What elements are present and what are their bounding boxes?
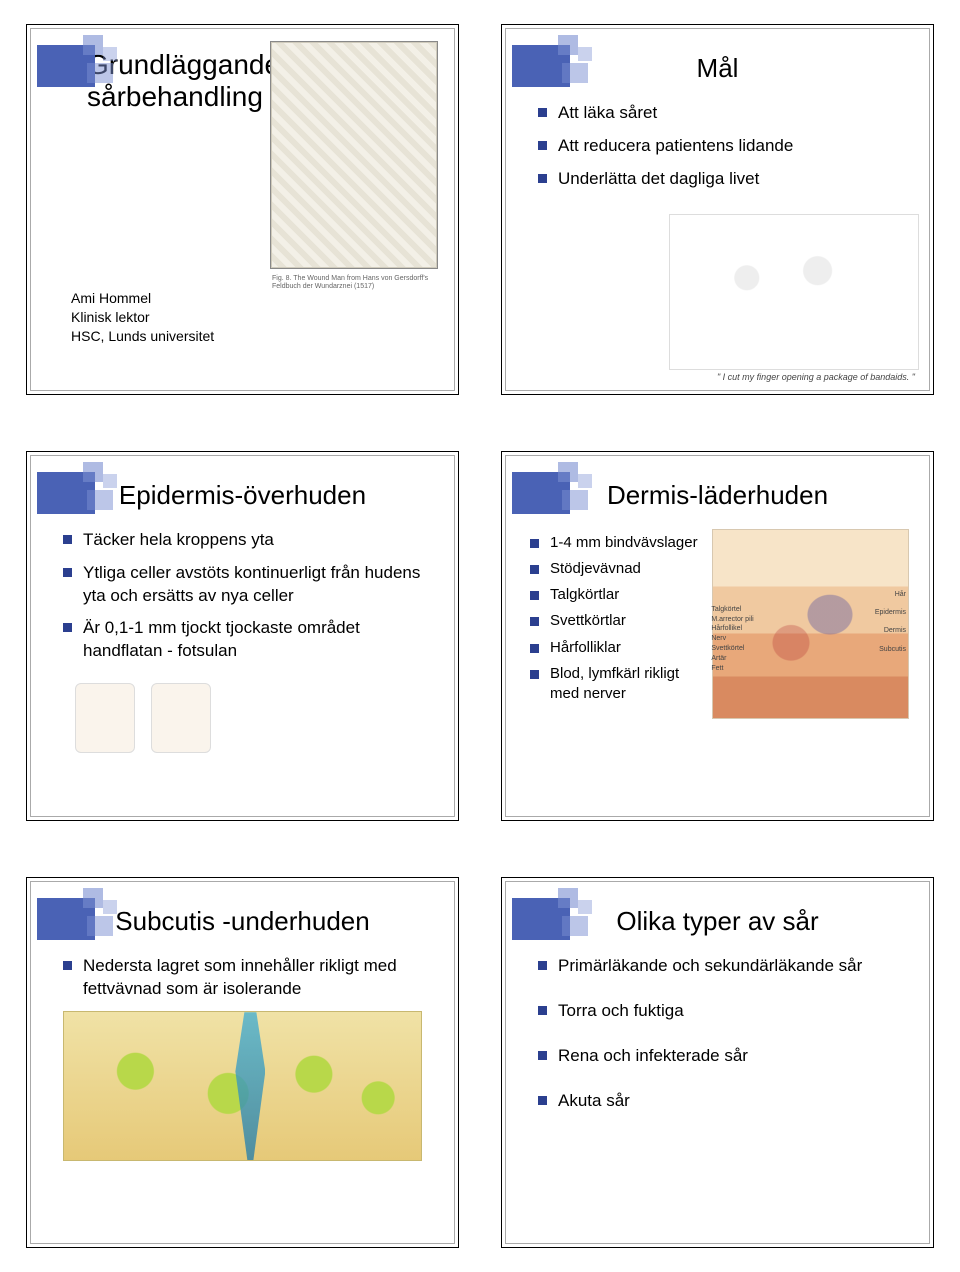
list-item: Ytliga celler avstöts kontinuerligt från… xyxy=(63,562,434,608)
hand-icon xyxy=(75,683,135,753)
list-item: Är 0,1-1 mm tjockt tjockaste området han… xyxy=(63,617,434,663)
deco-squares xyxy=(512,35,602,95)
deco-squares xyxy=(37,462,127,522)
list-item: Att reducera patientens lidande xyxy=(538,135,909,158)
list-item: Hårfolliklar xyxy=(530,638,702,658)
slide-5: Subcutis -underhuden Nedersta lagret som… xyxy=(26,877,459,1248)
deco-squares xyxy=(37,35,127,95)
bullet-list: Nedersta lagret som innehåller rikligt m… xyxy=(63,955,434,1001)
cartoon-illustration xyxy=(669,214,919,370)
author-block: Ami Hommel Klinisk lektor HSC, Lunds uni… xyxy=(71,289,214,346)
diagram-left-labels: Talgkörtel M.arrector pili Hårfollikel N… xyxy=(711,605,753,674)
deco-squares xyxy=(512,888,602,948)
histology-image xyxy=(63,1011,422,1161)
slide-6: Olika typer av sår Primärläkande och sek… xyxy=(501,877,934,1248)
mini-images-row xyxy=(75,673,434,758)
list-item: Torra och fuktiga xyxy=(538,1000,909,1023)
list-item: Att läka såret xyxy=(538,102,909,125)
wound-man-illustration xyxy=(270,41,438,269)
foot-icon xyxy=(151,683,211,753)
list-item: Talgkörtlar xyxy=(530,585,702,605)
cartoon-caption: " I cut my finger opening a package of b… xyxy=(717,372,915,382)
list-item: 1-4 mm bindvävslager xyxy=(530,533,702,553)
list-item: Rena och infekterade sår xyxy=(538,1045,909,1068)
slide-3: Epidermis-överhuden Täcker hela kroppens… xyxy=(26,451,459,822)
skin-cross-section-diagram: Talgkörtel M.arrector pili Hårfollikel N… xyxy=(712,529,909,719)
bullet-list: Att läka såret Att reducera patientens l… xyxy=(538,102,909,191)
slide-2: Mål Att läka såret Att reducera patiente… xyxy=(501,24,934,395)
author-affiliation: HSC, Lunds universitet xyxy=(71,327,214,346)
author-name: Ami Hommel xyxy=(71,289,214,308)
bullet-list: Täcker hela kroppens yta Ytliga celler a… xyxy=(63,529,434,664)
list-item: Underlätta det dagliga livet xyxy=(538,168,909,191)
bullet-list: Primärläkande och sekundärläkande sår To… xyxy=(538,955,909,1113)
deco-squares xyxy=(512,462,602,522)
list-item: Primärläkande och sekundärläkande sår xyxy=(538,955,909,978)
list-item: Akuta sår xyxy=(538,1090,909,1113)
list-item: Nedersta lagret som innehåller rikligt m… xyxy=(63,955,434,1001)
author-role: Klinisk lektor xyxy=(71,308,214,327)
list-item: Täcker hela kroppens yta xyxy=(63,529,434,552)
slide-1: Grundläggande sårbehandling Fig. 8. The … xyxy=(26,24,459,395)
deco-squares xyxy=(37,888,127,948)
diagram-right-labels: Hår Epidermis Dermis Subcutis xyxy=(875,586,906,659)
bullet-list: 1-4 mm bindvävslager Stödjevävnad Talgkö… xyxy=(530,533,702,719)
figure-caption: Fig. 8. The Wound Man from Hans von Gers… xyxy=(272,275,436,292)
list-item: Blod, lymfkärl rikligt med nerver xyxy=(530,664,702,705)
list-item: Svettkörtlar xyxy=(530,611,702,631)
slide-4: Dermis-läderhuden 1-4 mm bindvävslager S… xyxy=(501,451,934,822)
list-item: Stödjevävnad xyxy=(530,559,702,579)
